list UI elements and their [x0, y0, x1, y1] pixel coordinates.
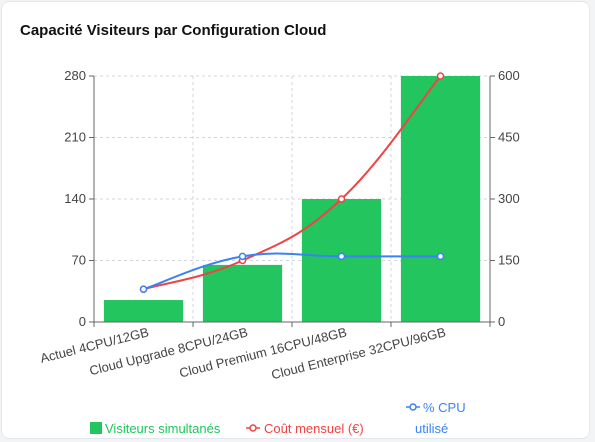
legend: Visiteurs simultanés Coût mensuel (€) % CP…	[90, 400, 466, 436]
lines	[139, 72, 445, 293]
y-right-tick-label-4: 600	[498, 68, 520, 83]
y-left-tick-label-0: 0	[79, 314, 86, 329]
bars	[103, 76, 481, 322]
y-left-tick-label-4: 280	[64, 68, 86, 83]
y-left-tick-label-1: 70	[72, 253, 86, 268]
x-tick-label-2: Cloud Premium 16CPU/48GB	[178, 324, 348, 380]
y-left-tick-label-3: 210	[64, 130, 86, 145]
y-left-tick-label-2: 140	[64, 191, 86, 206]
line-series-1	[143, 252, 441, 291]
line-series-1-point-3	[436, 252, 445, 261]
line-series-1-point-0	[139, 285, 148, 293]
legend-label-0: Visiteurs simultanés	[105, 421, 221, 436]
y-right-tick-label-0: 0	[498, 314, 505, 329]
line-series-1-point-1	[238, 252, 247, 261]
bar-1	[202, 264, 283, 322]
line-series-1-point-2	[337, 252, 346, 261]
line-series-0-point-3	[436, 72, 445, 80]
bar-2	[301, 199, 382, 322]
legend-label-2-line-1: % CPU	[423, 400, 466, 415]
y-right-tick-label-3: 450	[498, 130, 520, 145]
legend-label-1: Coût mensuel (€)	[264, 421, 364, 436]
bar-0	[103, 300, 184, 322]
line-series-0	[143, 75, 442, 291]
legend-swatch-2-marker	[409, 403, 417, 411]
chart-title: Capacité Visiteurs par Configuration Clo…	[20, 22, 327, 39]
y-right-tick-label-2: 300	[498, 191, 520, 206]
legend-label-2-line-2: utilisé	[415, 421, 448, 436]
bar-3	[400, 76, 481, 322]
x-tick-label-3: Cloud Enterprise 32CPU/96GB	[270, 324, 448, 382]
legend-swatch-1-marker	[249, 424, 257, 432]
line-series-0-point-2	[337, 195, 346, 203]
legend-swatch-0	[90, 422, 102, 434]
y-right-tick-label-1: 150	[498, 253, 520, 268]
